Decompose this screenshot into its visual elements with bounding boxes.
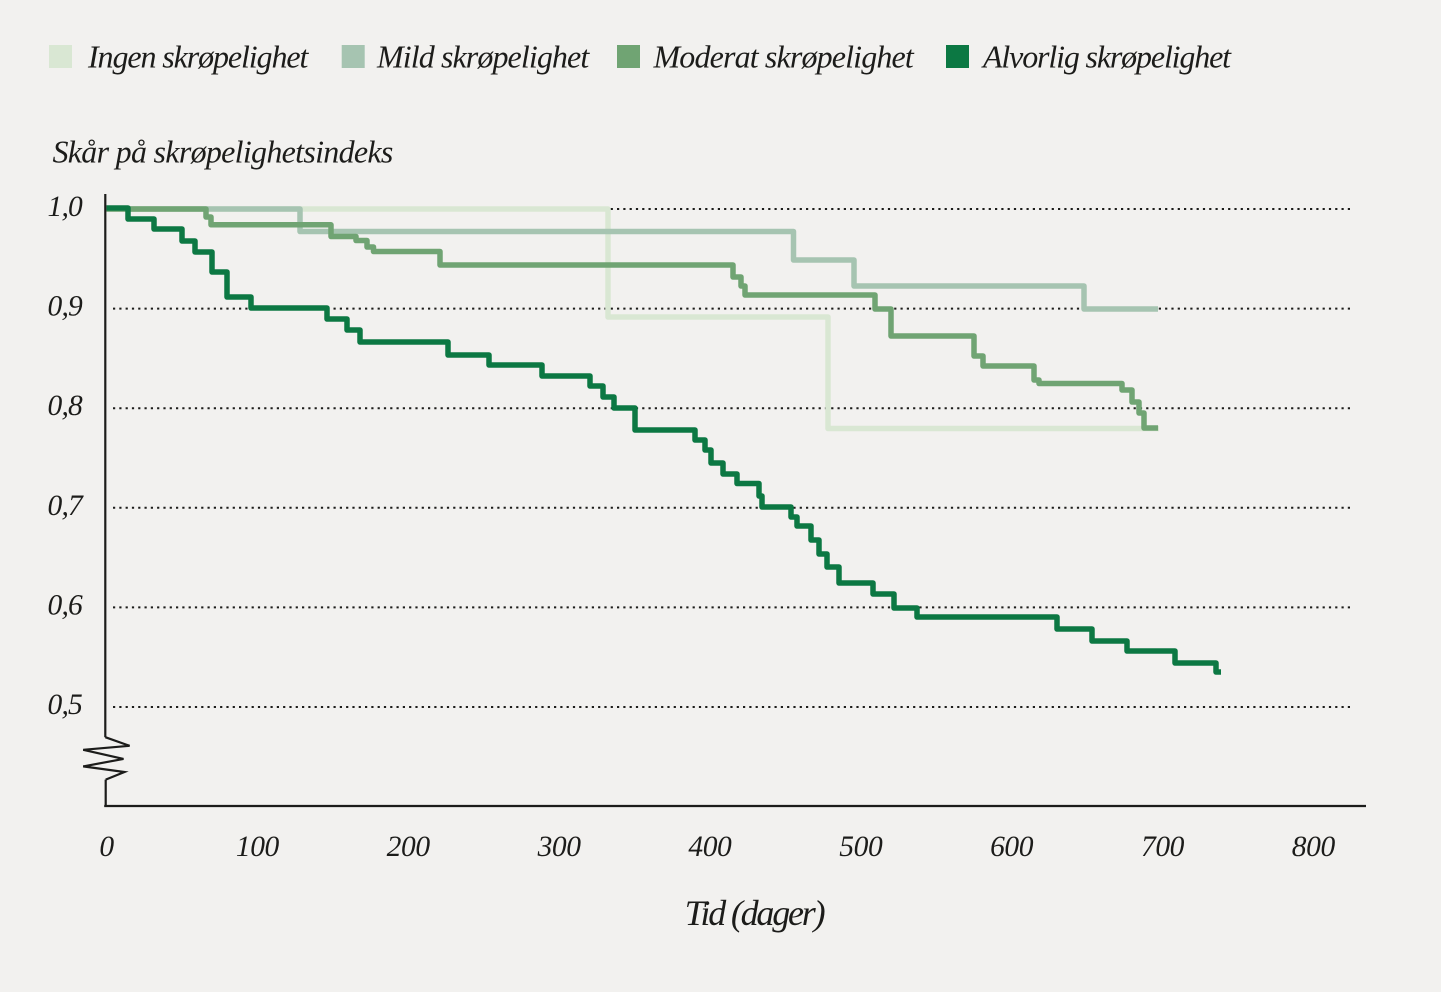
svg-text:Ingen skrøpelighet: Ingen skrøpelighet — [87, 39, 309, 75]
svg-text:0,6: 0,6 — [48, 589, 84, 621]
svg-text:1,0: 1,0 — [48, 191, 84, 223]
svg-text:Alvorlig skrøpelighet: Alvorlig skrøpelighet — [981, 39, 1232, 75]
svg-text:700: 700 — [1141, 831, 1185, 863]
svg-text:800: 800 — [1292, 831, 1336, 863]
svg-text:Tid (dager): Tid (dager) — [685, 893, 825, 933]
svg-text:500: 500 — [839, 831, 883, 863]
svg-text:Mild skrøpelighet: Mild skrøpelighet — [376, 39, 590, 75]
svg-text:0,7: 0,7 — [48, 490, 85, 522]
svg-text:Skår på skrøpelighetsindeks: Skår på skrøpelighetsindeks — [53, 134, 393, 170]
svg-text:600: 600 — [990, 831, 1034, 863]
svg-text:400: 400 — [688, 831, 732, 863]
svg-text:Moderat skrøpelighet: Moderat skrøpelighet — [653, 39, 915, 75]
svg-text:0,8: 0,8 — [48, 390, 84, 422]
svg-text:300: 300 — [537, 831, 582, 863]
svg-text:0,5: 0,5 — [48, 689, 83, 721]
svg-text:200: 200 — [387, 831, 431, 863]
svg-text:0: 0 — [99, 831, 114, 863]
svg-text:0,9: 0,9 — [48, 291, 84, 323]
svg-text:100: 100 — [236, 831, 280, 863]
